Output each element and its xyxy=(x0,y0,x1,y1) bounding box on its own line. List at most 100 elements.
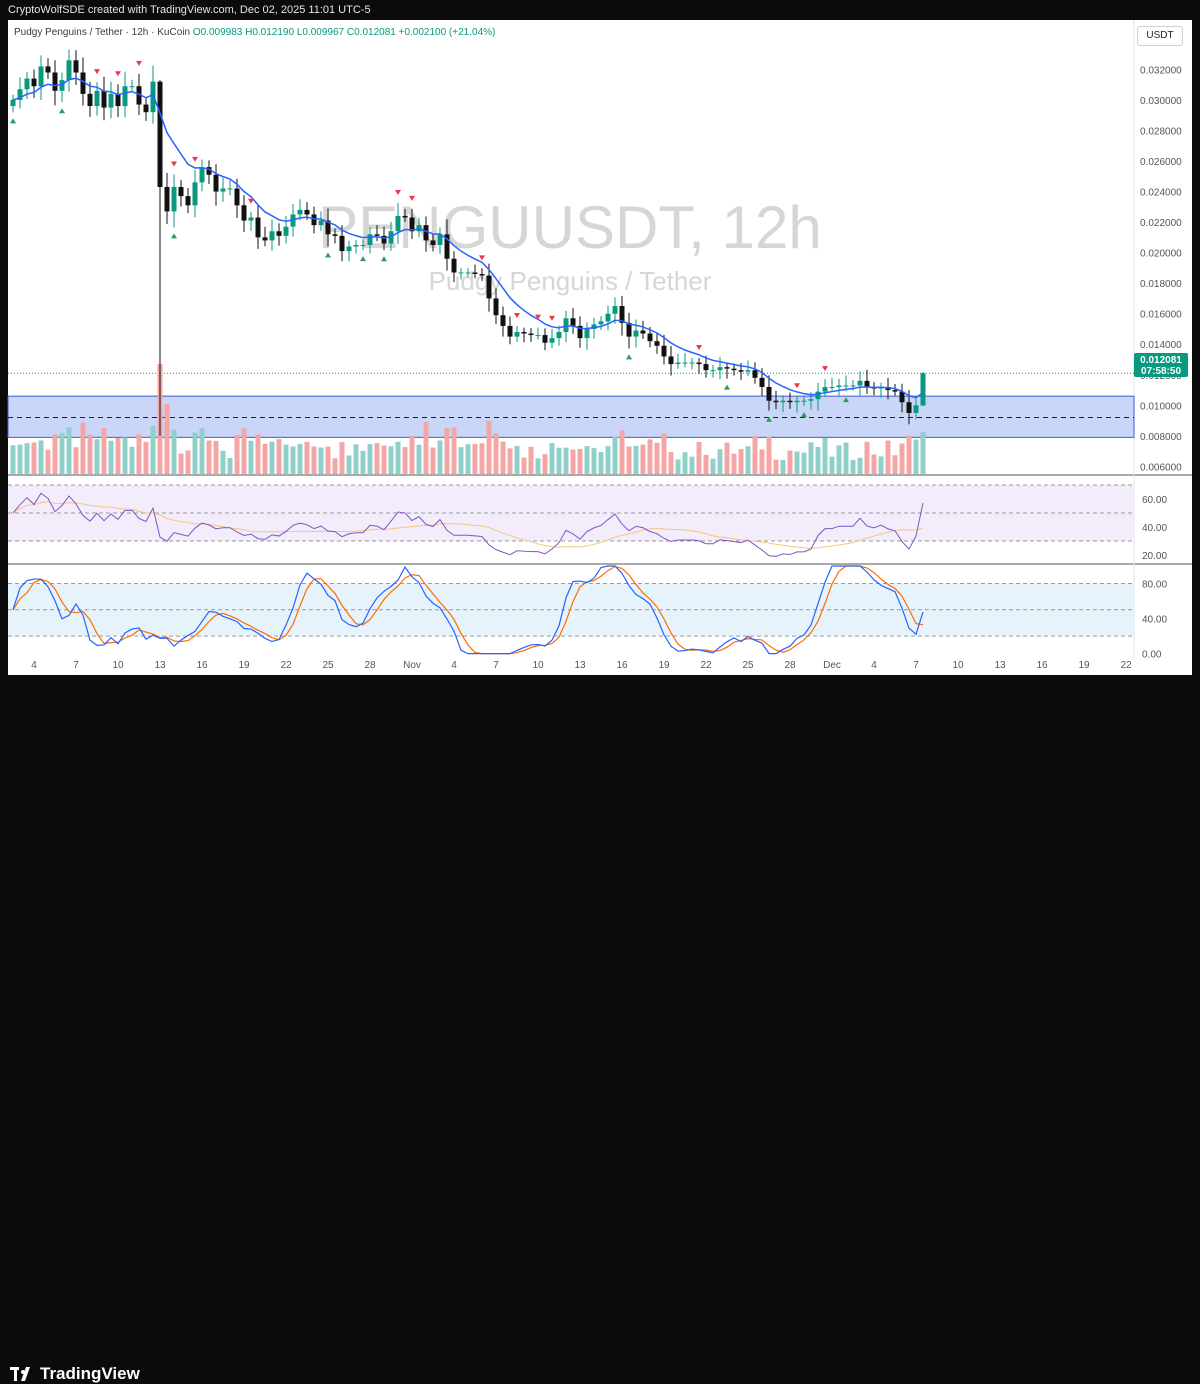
candle xyxy=(815,383,821,411)
candle xyxy=(689,357,695,370)
volume-bar xyxy=(906,435,912,474)
time-tick-label: 22 xyxy=(1120,660,1132,671)
candle xyxy=(346,240,352,262)
volume-bar xyxy=(220,450,226,474)
volume-bar xyxy=(500,441,506,474)
buy-signal-icon xyxy=(10,118,16,124)
candle-body xyxy=(66,60,72,81)
ohlc-change: +0.002100 (+21.04%) xyxy=(398,27,496,38)
time-axis: 4 7 10 13 16 19 22 25 28 Nov 4 7 10 13 16 19 22 25 28 Dec 4 7… xyxy=(31,660,1132,671)
candle xyxy=(570,308,576,334)
candle-body xyxy=(836,385,842,387)
candle-body xyxy=(115,93,121,107)
volume-bar xyxy=(325,446,331,474)
rsi-tick-label: 60.00 xyxy=(1142,495,1167,506)
candle xyxy=(395,203,401,244)
candle xyxy=(640,320,646,340)
volume-bar xyxy=(206,440,212,474)
candle xyxy=(213,164,219,206)
time-tick-label: 4 xyxy=(451,660,457,671)
candle xyxy=(185,188,191,214)
symbol-name: Pudgy Penguins / Tether · 12h · KuCoin xyxy=(14,27,191,38)
volume-bar xyxy=(563,447,569,474)
volume-bar xyxy=(577,448,583,474)
currency-button[interactable]: USDT xyxy=(1137,26,1183,46)
footer-brand[interactable]: TradingView xyxy=(40,1364,140,1383)
candle-body xyxy=(752,370,758,378)
candle xyxy=(878,382,884,398)
candle-body xyxy=(787,400,793,403)
sell-signal-icon xyxy=(549,315,555,321)
signal-markers xyxy=(10,60,849,422)
candle xyxy=(332,228,338,244)
candle-body xyxy=(297,209,303,215)
candle-body xyxy=(423,225,429,241)
bar-countdown: 07:58:50 xyxy=(1141,366,1181,377)
sell-signal-icon xyxy=(171,161,177,167)
ohlc-close: C0.012081 xyxy=(346,27,396,38)
sell-signal-icon xyxy=(794,383,800,389)
candle-body xyxy=(73,60,79,73)
candle-body xyxy=(850,385,856,387)
candle xyxy=(269,219,275,251)
volume-bar xyxy=(367,444,373,474)
candle-body xyxy=(913,405,919,413)
candle-body xyxy=(570,318,576,326)
price-tick-label: 0.028000 xyxy=(1140,126,1182,137)
candle-body xyxy=(59,80,65,91)
volume-bar xyxy=(108,440,114,474)
time-tick-label: 10 xyxy=(112,660,124,671)
volume-bar xyxy=(94,439,100,474)
sell-signal-icon xyxy=(248,198,254,204)
candles[interactable] xyxy=(10,49,926,436)
candle-body xyxy=(647,333,653,342)
candle-body xyxy=(808,399,814,401)
candle xyxy=(556,325,562,346)
candle xyxy=(822,379,828,398)
last-price: 0.012081 xyxy=(1140,355,1182,366)
candle xyxy=(10,94,16,113)
candle-body xyxy=(745,370,751,372)
time-tick-label: Dec xyxy=(823,660,841,671)
volume-bar xyxy=(794,451,800,474)
time-tick-label: 4 xyxy=(31,660,37,671)
stoch-tick-label: 0.00 xyxy=(1142,650,1162,661)
sell-signal-icon xyxy=(94,69,100,75)
candle xyxy=(773,390,779,410)
candle xyxy=(164,173,170,224)
candle-body xyxy=(395,215,401,232)
volume-bar xyxy=(717,449,723,474)
candle xyxy=(129,79,135,91)
candle-body xyxy=(255,217,261,238)
candle xyxy=(241,195,247,232)
volume-bar xyxy=(430,447,436,474)
support-zone-box xyxy=(7,395,1135,438)
candle-body xyxy=(304,209,310,215)
candle-body xyxy=(10,99,16,107)
tradingview-logo-icon xyxy=(10,1367,30,1381)
volume-bar xyxy=(73,447,79,474)
candle-body xyxy=(640,330,646,334)
candle xyxy=(297,199,303,221)
candle xyxy=(437,227,443,254)
volume-bar xyxy=(101,428,107,474)
volume-bar xyxy=(521,457,527,474)
candle xyxy=(682,353,688,368)
candle-body xyxy=(598,321,604,325)
candle xyxy=(87,81,93,117)
candle-body xyxy=(528,333,534,336)
time-tick-label: 13 xyxy=(154,660,166,671)
volume-bar xyxy=(395,441,401,474)
volume-bar xyxy=(311,446,317,474)
candle xyxy=(535,327,541,340)
price-tick-label: 0.024000 xyxy=(1140,188,1182,199)
candle-body xyxy=(563,318,569,333)
volume-bar xyxy=(185,450,191,474)
candle-body xyxy=(409,217,415,232)
candle xyxy=(500,306,506,337)
volume-bar xyxy=(465,444,471,474)
chart-canvas[interactable]: PENGUUSDT, 12h Pudgy Penguins / Tether 6… xyxy=(0,0,1200,723)
ohlc-open: O0.009983 xyxy=(192,27,243,38)
candle-body xyxy=(507,325,513,337)
candle xyxy=(101,76,107,121)
